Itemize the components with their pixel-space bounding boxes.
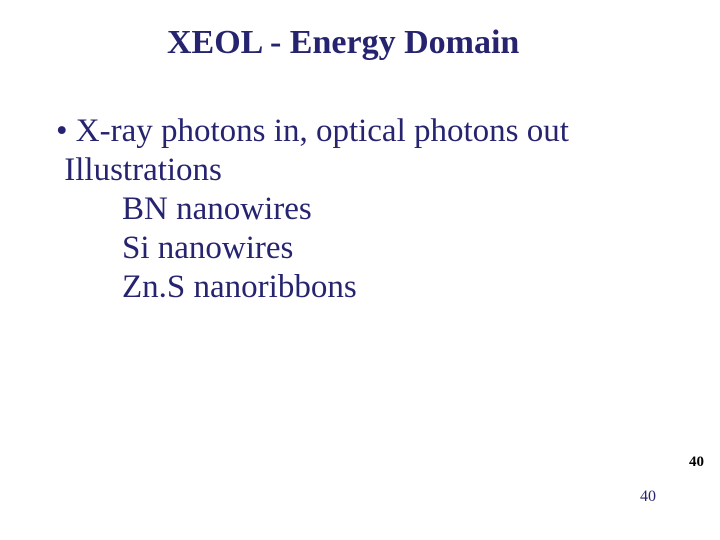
slide-body: • X-ray photons in, optical photons out … [56,112,569,307]
slide-title: XEOL - Energy Domain [167,24,519,62]
slide: XEOL - Energy Domain • X-ray photons in,… [0,0,720,540]
body-line-zns: Zn.S nanoribbons [56,268,569,307]
body-line-bn: BN nanowires [56,190,569,229]
page-number-corner: 40 [689,454,704,471]
bullet-main: • X-ray photons in, optical photons out [56,112,569,151]
body-line-si: Si nanowires [56,229,569,268]
page-number-footer: 40 [640,488,656,506]
body-line-illustrations: Illustrations [56,151,569,190]
